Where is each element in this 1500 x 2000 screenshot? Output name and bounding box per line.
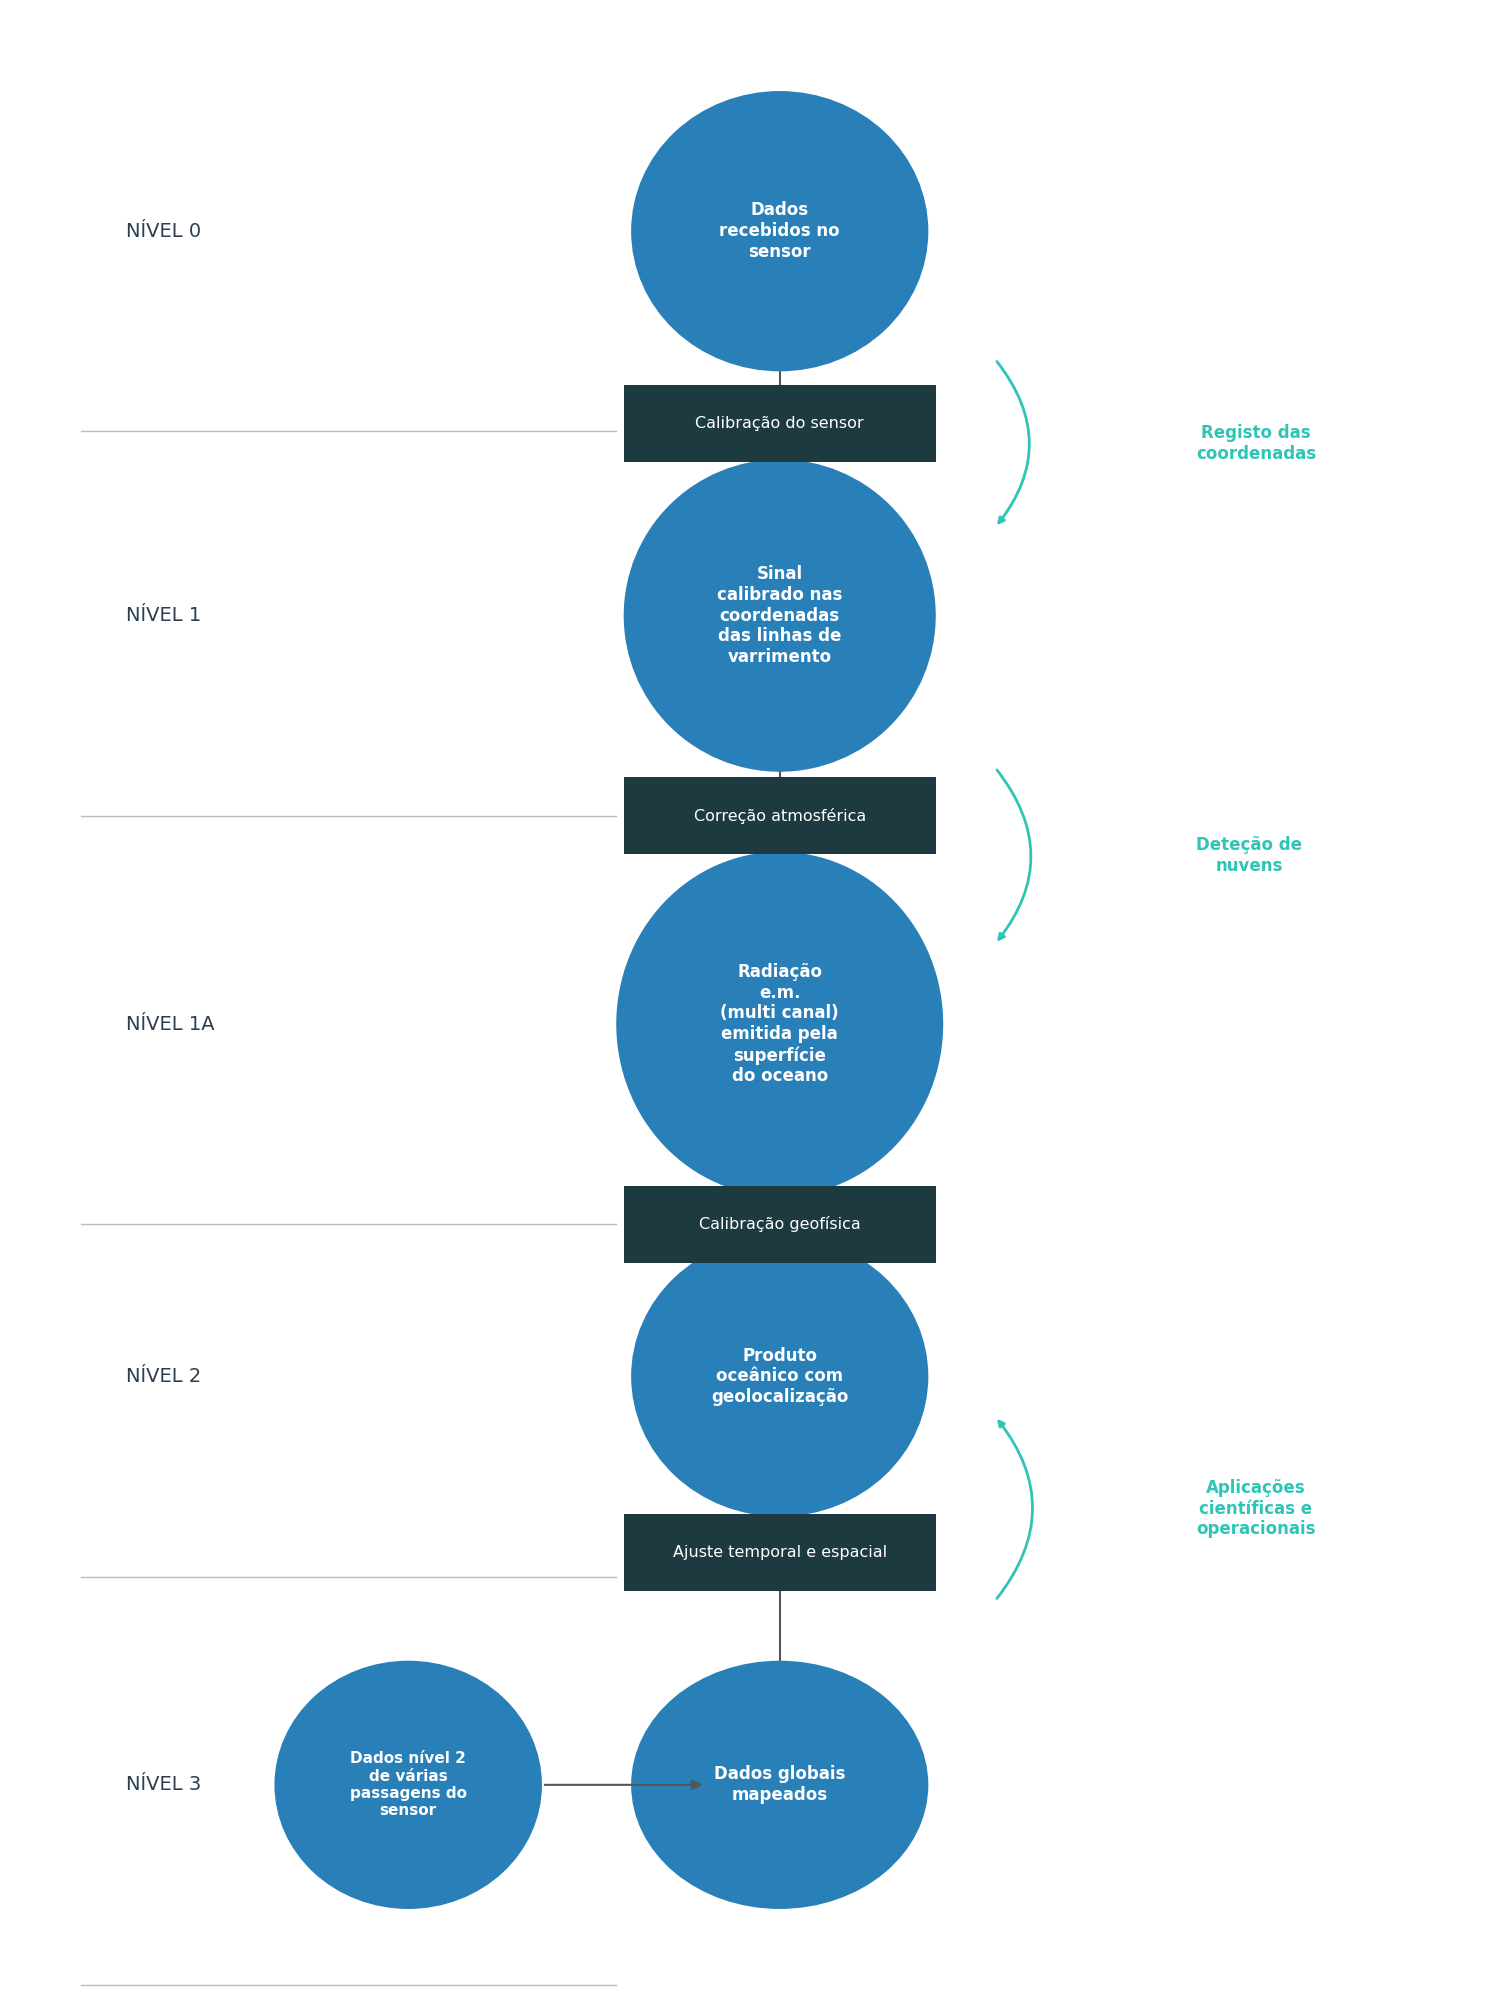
Text: NÍVEL 1A: NÍVEL 1A — [126, 1014, 214, 1034]
Text: NÍVEL 3: NÍVEL 3 — [126, 1776, 201, 1794]
Text: Correção atmosférica: Correção atmosférica — [693, 808, 865, 824]
Ellipse shape — [624, 460, 936, 772]
Text: Calibração do sensor: Calibração do sensor — [696, 416, 864, 430]
Text: Produto
oceânico com
geolocalização: Produto oceânico com geolocalização — [711, 1346, 849, 1406]
Ellipse shape — [274, 1660, 542, 1908]
Text: NÍVEL 0: NÍVEL 0 — [126, 222, 201, 240]
FancyBboxPatch shape — [624, 778, 936, 854]
Ellipse shape — [632, 1236, 928, 1516]
Text: Deteção de
nuvens: Deteção de nuvens — [1196, 836, 1302, 876]
FancyBboxPatch shape — [624, 384, 936, 462]
Text: Dados
recebidos no
sensor: Dados recebidos no sensor — [720, 202, 840, 260]
Text: NÍVEL 2: NÍVEL 2 — [126, 1366, 201, 1386]
FancyBboxPatch shape — [624, 1186, 936, 1262]
Text: Aplicações
científicas e
operacionais: Aplicações científicas e operacionais — [1196, 1478, 1316, 1538]
Text: Dados globais
mapeados: Dados globais mapeados — [714, 1766, 846, 1804]
Text: Dados nível 2
de várias
passagens do
sensor: Dados nível 2 de várias passagens do sen… — [350, 1752, 466, 1818]
Ellipse shape — [632, 1660, 928, 1908]
Text: Calibração geofísica: Calibração geofísica — [699, 1216, 861, 1232]
Text: Ajuste temporal e espacial: Ajuste temporal e espacial — [672, 1546, 886, 1560]
Text: NÍVEL 1: NÍVEL 1 — [126, 606, 201, 626]
Text: Sinal
calibrado nas
coordenadas
das linhas de
varrimento: Sinal calibrado nas coordenadas das linh… — [717, 564, 843, 666]
Text: Registo das
coordenadas: Registo das coordenadas — [1196, 424, 1316, 462]
FancyBboxPatch shape — [624, 1514, 936, 1592]
Text: Radiação
e.m.
(multi canal)
emitida pela
superfície
do oceano: Radiação e.m. (multi canal) emitida pela… — [720, 962, 839, 1086]
Ellipse shape — [616, 852, 944, 1196]
Ellipse shape — [632, 92, 928, 372]
